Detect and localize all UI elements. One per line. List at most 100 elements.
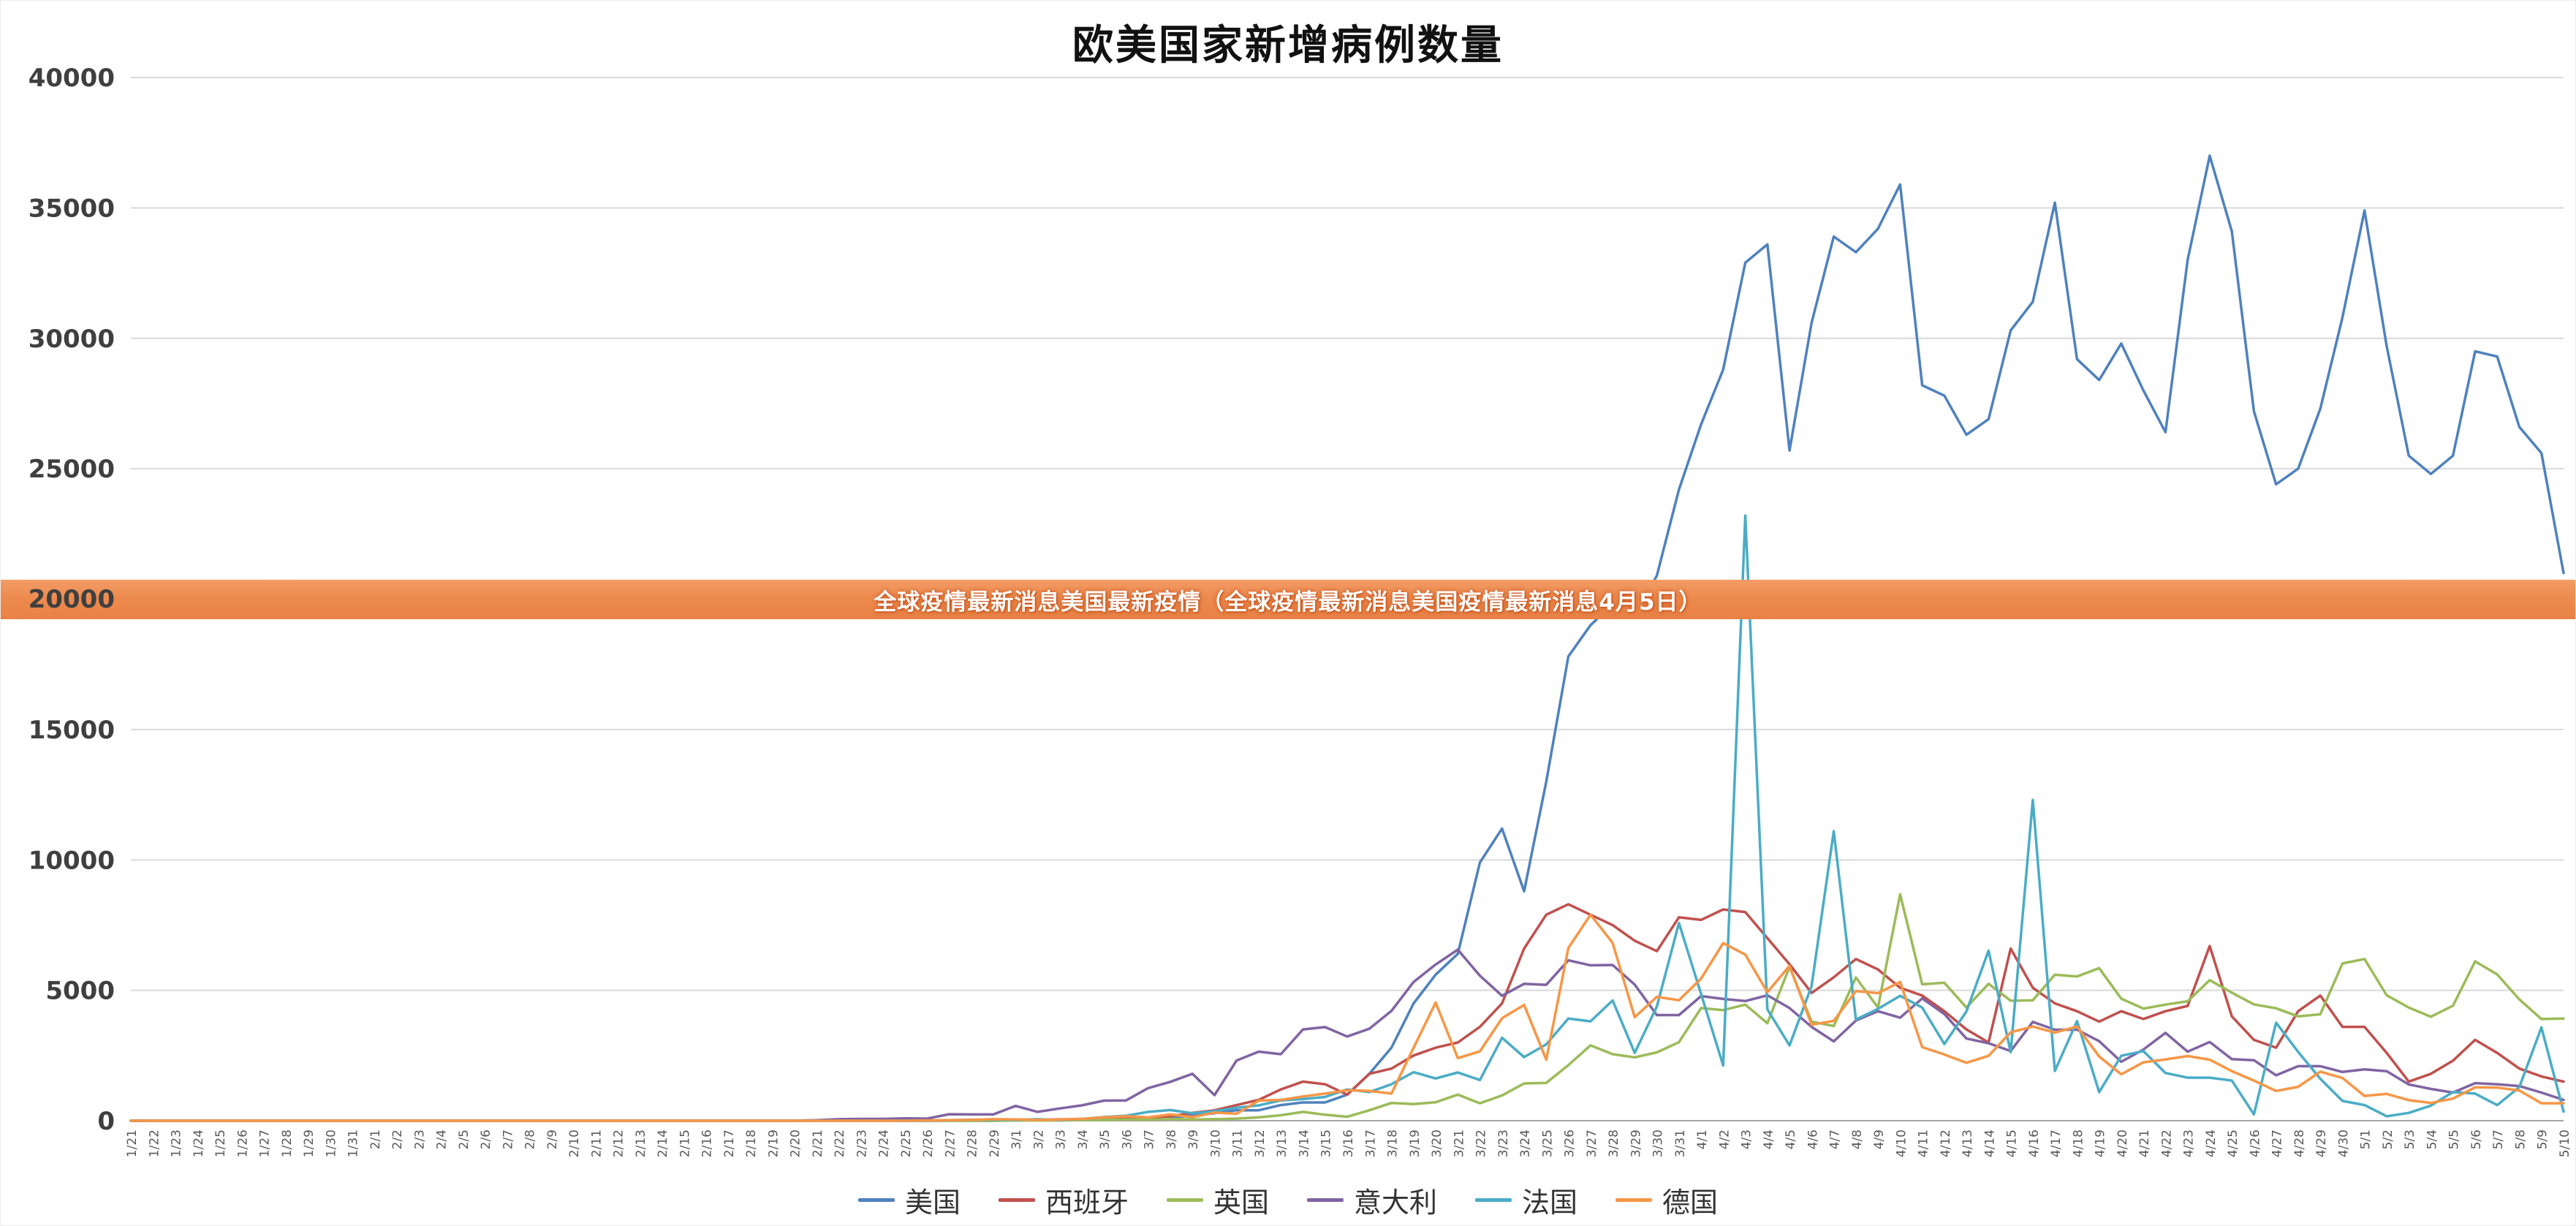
- x-tick-label: 4/30: [2337, 1129, 2352, 1157]
- x-tick-label: 2/29: [988, 1129, 1002, 1157]
- x-tick-label: 1/26: [235, 1129, 250, 1157]
- x-tick-label: 2/13: [634, 1129, 648, 1157]
- x-tick-label: 2/21: [811, 1129, 825, 1157]
- legend-swatch: [1475, 1197, 1512, 1202]
- legend-swatch: [1615, 1197, 1653, 1202]
- x-tick-label: 3/2: [1031, 1129, 1046, 1149]
- x-tick-label: 4/15: [2005, 1129, 2020, 1157]
- legend-item-法国: 法国: [1475, 1180, 1577, 1220]
- x-tick-label: 5/9: [2536, 1129, 2550, 1149]
- legend-label: 英国: [1213, 1186, 1269, 1219]
- x-tick-label: 1/28: [280, 1129, 295, 1157]
- y-tick-label: 35000: [29, 194, 115, 223]
- x-tick-label: 2/4: [435, 1129, 450, 1149]
- x-tick-label: 3/28: [1607, 1129, 1621, 1157]
- x-tick-label: 2/25: [899, 1129, 914, 1157]
- x-tick-label: 4/12: [1939, 1129, 1953, 1157]
- x-tick-label: 2/28: [966, 1129, 980, 1157]
- y-tick-label: 15000: [29, 716, 115, 745]
- x-tick-label: 4/22: [2159, 1129, 2174, 1157]
- x-tick-label: 4/2: [1717, 1129, 1732, 1149]
- x-tick-label: 2/17: [722, 1129, 737, 1157]
- x-tick-label: 3/17: [1363, 1129, 1378, 1157]
- x-tick-label: 3/27: [1585, 1129, 1599, 1157]
- series-line-5: [129, 913, 2565, 1122]
- x-tick-label: 2/5: [457, 1129, 471, 1149]
- x-tick-label: 3/26: [1563, 1129, 1577, 1157]
- x-tick-label: 4/18: [2071, 1129, 2086, 1157]
- legend-item-意大利: 意大利: [1307, 1180, 1437, 1220]
- x-tick-label: 5/5: [2447, 1129, 2462, 1149]
- y-tick-label: 0: [97, 1107, 115, 1136]
- x-tick-label: 2/15: [678, 1129, 692, 1157]
- y-tick-label: 10000: [29, 846, 115, 875]
- x-tick-label: 4/3: [1740, 1129, 1754, 1149]
- x-tick-label: 4/7: [1828, 1129, 1843, 1149]
- chart-title: 欧美国家新增病例数量: [1072, 21, 1504, 69]
- x-tick-label: 4/16: [2027, 1129, 2042, 1157]
- x-tick-label: 5/6: [2469, 1129, 2484, 1149]
- x-tick-label: 5/7: [2491, 1129, 2506, 1149]
- y-tick-label: 30000: [29, 325, 115, 354]
- x-tick-label: 3/8: [1164, 1129, 1179, 1149]
- x-tick-label: 3/16: [1341, 1129, 1356, 1157]
- x-tick-label: 3/12: [1253, 1129, 1268, 1157]
- x-tick-label: 2/3: [412, 1129, 427, 1149]
- x-tick-label: 1/27: [258, 1129, 273, 1157]
- x-tick-label: 1/25: [213, 1129, 228, 1157]
- x-tick-label: 1/30: [324, 1129, 338, 1157]
- x-tick-label: 5/1: [2359, 1129, 2374, 1149]
- x-tick-label: 4/29: [2314, 1129, 2329, 1157]
- series-line-2: [129, 893, 2565, 1122]
- x-tick-label: 3/22: [1474, 1129, 1489, 1157]
- x-tick-label: 1/23: [170, 1129, 184, 1157]
- x-tick-label: 2/8: [523, 1129, 538, 1149]
- x-tick-label: 2/7: [501, 1129, 515, 1149]
- legend-item-英国: 英国: [1166, 1180, 1269, 1220]
- x-tick-label: 2/11: [589, 1129, 604, 1157]
- legend-label: 西班牙: [1045, 1186, 1129, 1219]
- x-tick-label: 2/27: [943, 1129, 958, 1157]
- legend-label: 法国: [1522, 1186, 1578, 1219]
- x-tick-label: 2/26: [921, 1129, 936, 1157]
- x-tick-label: 5/2: [2381, 1129, 2395, 1149]
- legend-item-美国: 美国: [857, 1180, 961, 1220]
- legend-label: 德国: [1662, 1186, 1719, 1219]
- x-tick-label: 4/20: [2115, 1129, 2130, 1157]
- x-tick-label: 4/27: [2270, 1129, 2285, 1157]
- x-tick-label: 2/23: [855, 1129, 869, 1157]
- legend-swatch: [1307, 1197, 1344, 1202]
- y-tick-label: 5000: [45, 977, 115, 1006]
- x-tick-label: 3/24: [1518, 1129, 1533, 1157]
- x-tick-label: 4/13: [1961, 1129, 1975, 1157]
- legend-swatch: [857, 1197, 895, 1202]
- x-tick-label: 4/24: [2204, 1129, 2219, 1157]
- x-tick-label: 2/9: [545, 1129, 560, 1149]
- x-tick-label: 5/10: [2558, 1129, 2572, 1157]
- x-tick-label: 2/18: [744, 1129, 759, 1157]
- overlay-banner-text: 全球疫情最新消息美国最新疫情（全球疫情最新消息美国疫情最新消息4月5日）: [874, 589, 1702, 616]
- x-tick-label: 4/9: [1872, 1129, 1887, 1149]
- x-tick-label: 2/1: [368, 1129, 383, 1149]
- x-tick-label: 2/12: [612, 1129, 626, 1157]
- x-tick-label: 2/24: [877, 1129, 892, 1157]
- x-tick-label: 4/4: [1762, 1129, 1776, 1149]
- x-tick-label: 3/29: [1629, 1129, 1643, 1157]
- legend-swatch: [1166, 1197, 1203, 1202]
- x-tick-label: 2/14: [656, 1129, 670, 1157]
- x-tick-label: 4/23: [2182, 1129, 2197, 1157]
- x-tick-label: 3/19: [1408, 1129, 1423, 1157]
- x-tick-label: 3/20: [1430, 1129, 1444, 1157]
- x-tick-label: 3/31: [1673, 1129, 1688, 1157]
- x-tick-label: 1/24: [192, 1129, 206, 1157]
- x-tick-label: 3/11: [1231, 1129, 1246, 1157]
- x-tick-label: 4/17: [2049, 1129, 2064, 1157]
- x-tick-label: 2/16: [700, 1129, 715, 1157]
- x-tick-label: 3/15: [1319, 1129, 1334, 1157]
- x-tick-label: 3/18: [1386, 1129, 1401, 1157]
- x-tick-label: 2/2: [390, 1129, 405, 1149]
- x-tick-label: 3/3: [1054, 1129, 1069, 1149]
- x-tick-label: 4/25: [2226, 1129, 2240, 1157]
